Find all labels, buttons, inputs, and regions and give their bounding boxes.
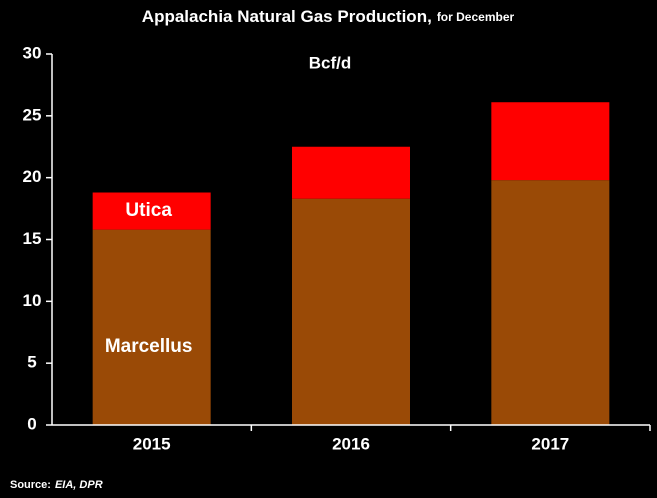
y-tick-label: 10 xyxy=(23,291,42,310)
x-tick-label: 2015 xyxy=(133,434,171,453)
series-label: Utica xyxy=(125,200,172,221)
x-tick-label: 2016 xyxy=(332,434,370,453)
bar-segment xyxy=(92,229,211,425)
bar-segment xyxy=(292,146,410,199)
chart-title: Appalachia Natural Gas Production, xyxy=(142,7,432,26)
source-group: Source: EIA, DPR xyxy=(10,479,103,491)
bar-segment xyxy=(292,198,410,425)
bar-segment xyxy=(491,180,610,425)
x-tick-label: 2017 xyxy=(531,434,569,453)
bar-segment xyxy=(491,102,610,181)
y-tick-label: 30 xyxy=(23,43,42,62)
y-tick-label: 0 xyxy=(27,414,36,433)
y-tick-label: 15 xyxy=(23,229,42,248)
chart-title-group: Appalachia Natural Gas Production, for De… xyxy=(142,7,515,26)
source: EIA, DPR xyxy=(55,479,103,491)
y-tick-label: 5 xyxy=(27,353,36,372)
source-label: Source: xyxy=(10,479,51,491)
y-tick-label: 25 xyxy=(23,105,42,124)
bar-segment xyxy=(92,192,211,230)
series-label: Marcellus xyxy=(105,336,193,357)
unit-label: Bcf/d xyxy=(309,53,352,72)
chart-subtitle: for December xyxy=(437,10,515,24)
y-tick-label: 20 xyxy=(23,167,42,186)
